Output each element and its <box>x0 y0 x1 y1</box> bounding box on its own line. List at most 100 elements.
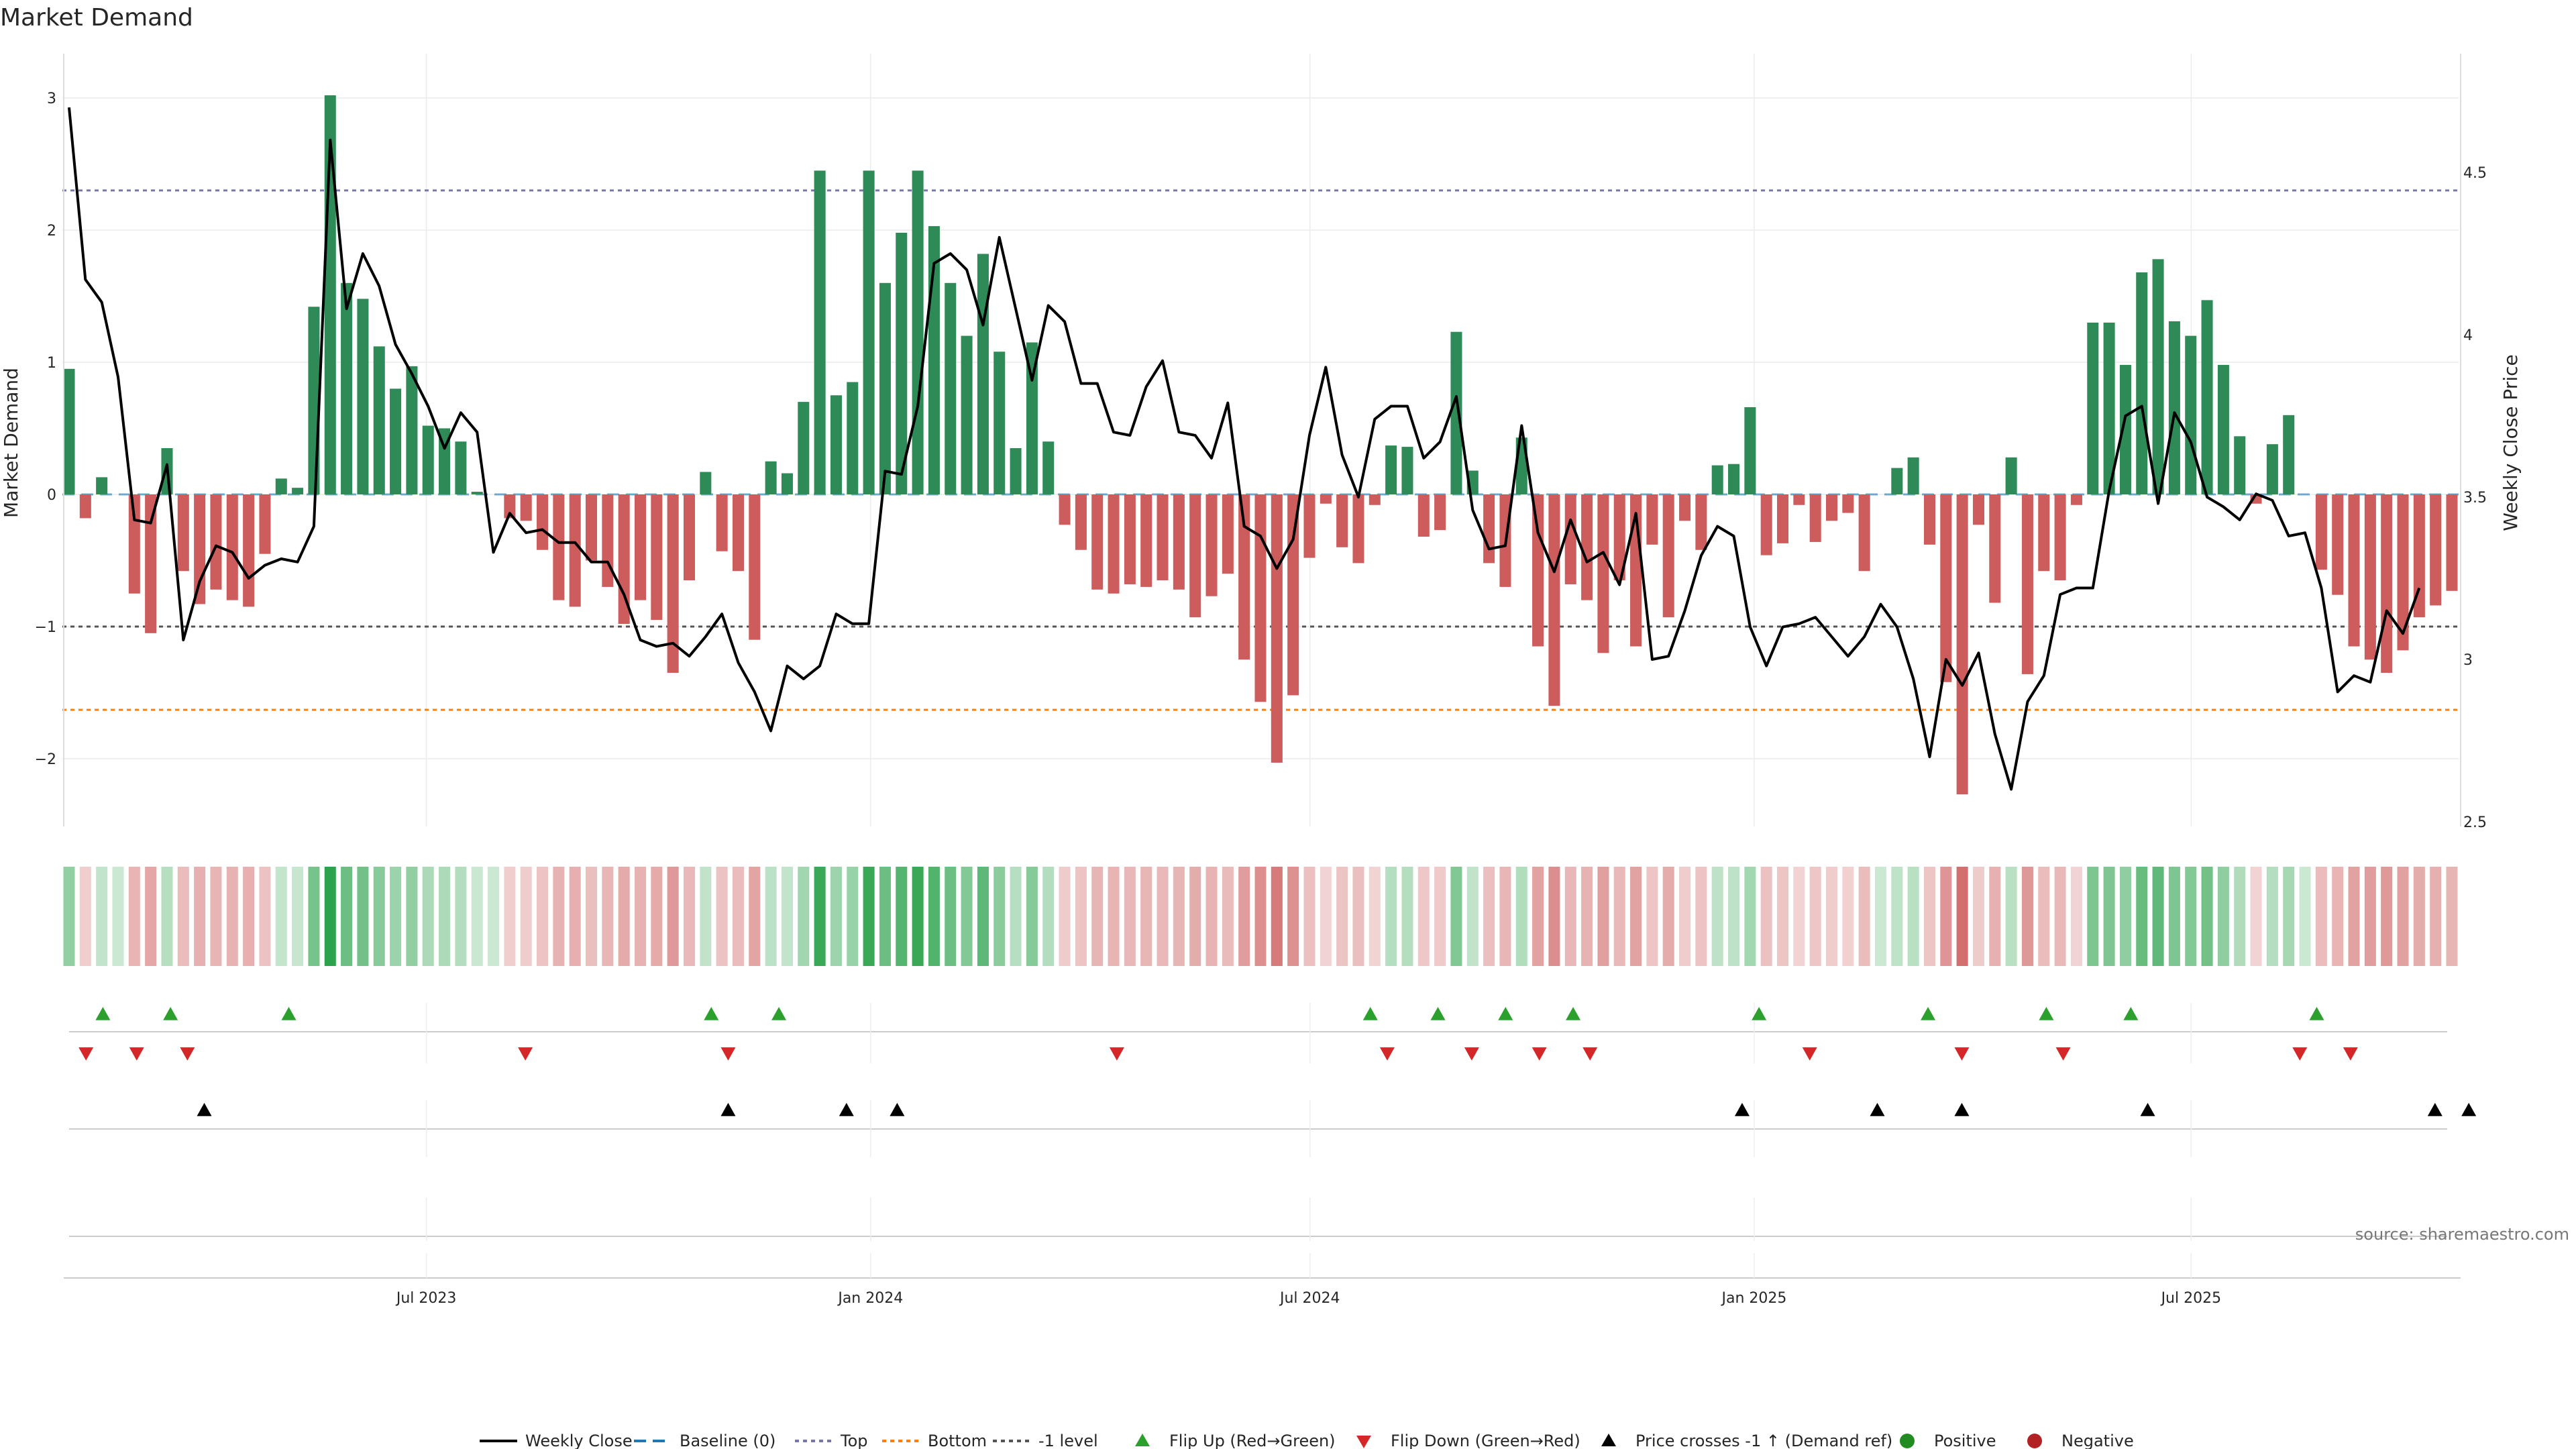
demand-bar <box>1417 494 1430 537</box>
heat-cell <box>1532 867 1544 966</box>
heat-cell <box>2038 867 2050 966</box>
demand-bar <box>732 494 744 572</box>
heat-cell <box>602 867 614 966</box>
demand-bar <box>586 494 598 561</box>
heat-cell <box>1940 867 1952 966</box>
demand-bar <box>2005 457 2017 494</box>
demand-bar <box>1597 494 1609 653</box>
y-left-tick-label: 2 <box>47 223 56 239</box>
demand-bar <box>520 494 532 521</box>
demand-bar <box>1173 494 1185 590</box>
heat-cell <box>1140 867 1152 966</box>
demand-bar <box>716 494 728 551</box>
heat-cell <box>700 867 712 966</box>
heat-cell <box>1466 867 1479 966</box>
demand-bar <box>2185 335 2197 494</box>
demand-bar <box>1891 468 1903 494</box>
heat-cell <box>1450 867 1462 966</box>
heat-cell <box>2185 867 2197 966</box>
demand-bar <box>683 494 696 581</box>
heat-cell <box>1124 867 1136 966</box>
flip-down-marker <box>2343 1047 2358 1061</box>
price-cross-marker <box>1734 1103 1750 1116</box>
flip-down-marker <box>129 1047 144 1061</box>
demand-bar <box>1320 494 1332 504</box>
heat-cell <box>1287 867 1299 966</box>
heat-cell <box>471 867 483 966</box>
heat-cell <box>161 867 173 966</box>
demand-bar <box>2348 494 2360 647</box>
heat-cell <box>439 867 451 966</box>
demand-bar <box>2136 272 2148 494</box>
flip-up-marker <box>1921 1007 1936 1020</box>
legend-positive-swatch <box>1900 1434 1915 1448</box>
demand-bar <box>1401 447 1413 494</box>
chart-title: Market Demand <box>0 4 193 32</box>
price-cross-marker <box>197 1103 212 1116</box>
demand-bar <box>422 425 434 494</box>
heat-cell <box>749 867 761 966</box>
flip-up-marker <box>1498 1007 1513 1020</box>
heat-cell <box>2136 867 2148 966</box>
demand-bar <box>2054 494 2066 581</box>
weekly-close-line <box>68 107 2421 791</box>
heat-cell <box>1385 867 1397 966</box>
heat-cell <box>1662 867 1674 966</box>
y-left-tick-label: 1 <box>47 355 56 372</box>
heat-cell <box>2201 867 2213 966</box>
heat-cell <box>2381 867 2393 966</box>
heat-cell <box>781 867 793 966</box>
heat-cell <box>2283 867 2295 966</box>
flip-up-marker <box>163 1007 178 1020</box>
demand-bar <box>1205 494 1218 596</box>
demand-bar <box>1026 342 1038 494</box>
demand-bar <box>1091 494 1104 590</box>
heat-cell <box>1189 867 1201 966</box>
heat-cell <box>1059 867 1071 966</box>
heat-cell <box>1695 867 1707 966</box>
legend: Weekly Close Baseline (0) Top Bottom -1 leve… <box>480 1432 2134 1449</box>
heat-cell <box>145 867 157 966</box>
demand-bar <box>1842 494 1854 513</box>
flip-down-marker <box>720 1047 736 1061</box>
demand-bar <box>1124 494 1136 584</box>
y-left-tick-label: 0 <box>47 487 56 504</box>
demand-bar <box>1956 494 1968 795</box>
demand-bar <box>1760 494 1772 555</box>
flip-up-marker <box>704 1007 719 1020</box>
heat-cell <box>1809 867 1821 966</box>
flip-down-marker <box>2292 1047 2308 1061</box>
price-cross-marker <box>2461 1103 2477 1116</box>
flip-up-marker <box>1362 1007 1378 1020</box>
demand-bar <box>2364 494 2376 660</box>
demand-bar <box>292 488 304 494</box>
heat-cell <box>2299 867 2311 966</box>
demand-bar <box>1385 445 1397 494</box>
y-right-tick-label: 4.5 <box>2463 165 2487 182</box>
demand-bar <box>210 494 222 590</box>
demand-bar <box>945 282 957 494</box>
demand-bar <box>537 494 549 550</box>
heat-cell <box>2413 867 2425 966</box>
y-left-tick-label: 3 <box>47 91 56 107</box>
demand-bar <box>1222 494 1234 574</box>
flip-up-marker <box>771 1007 787 1020</box>
demand-bar <box>2381 494 2393 673</box>
demand-bar <box>1679 494 1691 521</box>
y-right-tick-label: 2.5 <box>2463 814 2487 831</box>
heat-cell <box>2397 867 2409 966</box>
demand-bar <box>1646 494 1658 545</box>
demand-bar <box>177 494 189 572</box>
demand-bar <box>1858 494 1870 572</box>
flip-down-marker <box>1802 1047 1817 1061</box>
x-tick-label: Jan 2025 <box>1720 1290 1786 1307</box>
flip-down-marker <box>78 1047 94 1061</box>
demand-bar <box>830 395 842 494</box>
legend-label: Baseline (0) <box>680 1432 775 1449</box>
price-cross-marker <box>839 1103 854 1116</box>
heat-cell <box>912 867 924 966</box>
demand-bar <box>259 494 271 554</box>
demand-bar <box>341 282 353 494</box>
demand-bar <box>2283 415 2295 494</box>
flip-up-marker <box>2123 1007 2139 1020</box>
